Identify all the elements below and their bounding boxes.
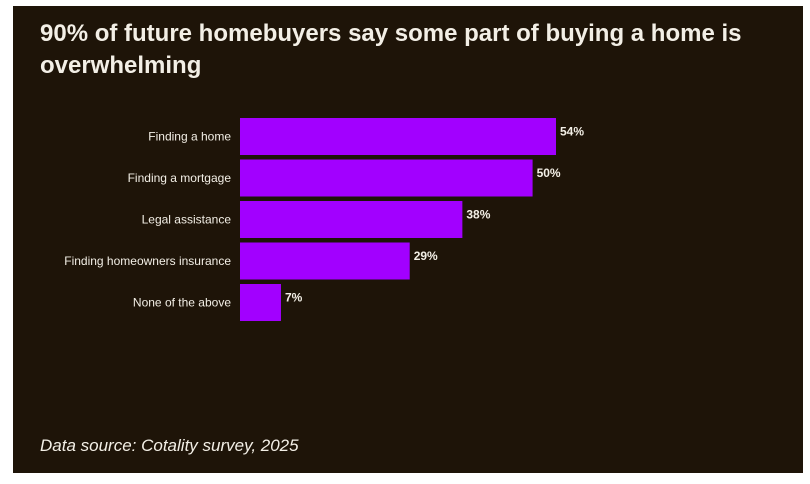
bar-chart: Finding a home 54% Finding a mortgage 50% Le… bbox=[64, 118, 584, 321]
category-label: Finding a home bbox=[148, 130, 231, 144]
value-label: 50% bbox=[537, 166, 561, 180]
category-label: Finding homeowners insurance bbox=[64, 254, 231, 268]
bar bbox=[240, 118, 556, 155]
chart-card: 90% of future homebuyers say some part o… bbox=[13, 6, 803, 473]
bar bbox=[240, 242, 410, 280]
chart-title: 90% of future homebuyers say some part o… bbox=[40, 20, 742, 79]
value-label: 7% bbox=[285, 291, 303, 305]
category-label: Finding a mortgage bbox=[128, 171, 232, 185]
value-label: 29% bbox=[414, 249, 438, 263]
category-label: None of the above bbox=[133, 296, 231, 310]
data-source: Data source: Cotality survey, 2025 bbox=[40, 436, 299, 455]
bar bbox=[240, 284, 281, 321]
bar bbox=[240, 159, 533, 197]
value-label: 38% bbox=[466, 208, 490, 222]
category-label: Legal assistance bbox=[142, 213, 232, 227]
bar bbox=[240, 201, 463, 238]
value-label: 54% bbox=[560, 125, 584, 139]
